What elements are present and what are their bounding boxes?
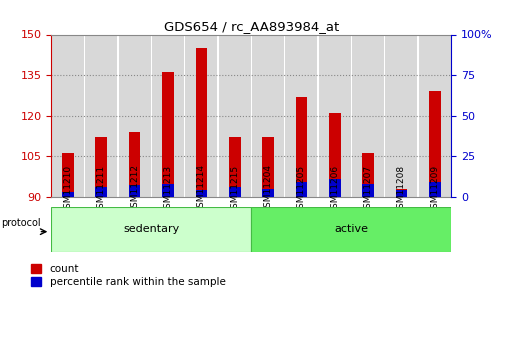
Bar <box>285 34 318 197</box>
Title: GDS654 / rc_AA893984_at: GDS654 / rc_AA893984_at <box>164 20 339 33</box>
Bar <box>162 72 174 197</box>
Bar <box>352 34 384 197</box>
FancyBboxPatch shape <box>251 207 451 252</box>
Bar <box>62 192 74 197</box>
FancyBboxPatch shape <box>51 207 251 252</box>
Bar <box>85 34 117 197</box>
Text: GSM11213: GSM11213 <box>164 164 172 214</box>
Bar <box>129 185 141 197</box>
Bar <box>129 132 141 197</box>
Bar <box>262 137 274 197</box>
Text: GSM11209: GSM11209 <box>430 164 439 214</box>
Bar <box>329 113 341 197</box>
Text: GSM11211: GSM11211 <box>97 164 106 214</box>
Bar <box>152 34 184 197</box>
Text: GSM11208: GSM11208 <box>397 164 406 214</box>
Bar <box>262 188 274 197</box>
Bar <box>362 184 374 197</box>
Bar <box>295 182 307 197</box>
Bar <box>229 187 241 197</box>
Bar <box>429 182 441 197</box>
Text: GSM11204: GSM11204 <box>264 164 272 214</box>
Text: GSM11215: GSM11215 <box>230 164 239 214</box>
Text: GSM11214: GSM11214 <box>197 164 206 214</box>
Text: sedentary: sedentary <box>123 225 180 234</box>
Text: GSM11206: GSM11206 <box>330 164 339 214</box>
Bar <box>162 184 174 197</box>
Bar <box>362 154 374 197</box>
Text: GSM11205: GSM11205 <box>297 164 306 214</box>
Bar <box>396 188 407 197</box>
Text: protocol: protocol <box>1 218 41 228</box>
Bar <box>219 34 251 197</box>
Bar <box>419 34 451 197</box>
Bar <box>62 154 74 197</box>
Bar <box>229 137 241 197</box>
Bar <box>429 91 441 197</box>
Bar <box>119 34 151 197</box>
Text: GSM11210: GSM11210 <box>64 164 72 214</box>
Bar <box>385 34 418 197</box>
Text: active: active <box>334 225 368 234</box>
Bar <box>396 190 407 197</box>
Bar <box>52 34 84 197</box>
Bar <box>195 190 207 197</box>
Bar <box>319 34 351 197</box>
Bar <box>185 34 218 197</box>
Text: GSM11212: GSM11212 <box>130 164 139 214</box>
Bar <box>95 187 107 197</box>
Text: GSM11207: GSM11207 <box>364 164 372 214</box>
Bar <box>95 137 107 197</box>
Bar <box>195 48 207 197</box>
Bar <box>295 97 307 197</box>
Legend: count, percentile rank within the sample: count, percentile rank within the sample <box>31 264 226 287</box>
Bar <box>329 179 341 197</box>
Bar <box>252 34 284 197</box>
